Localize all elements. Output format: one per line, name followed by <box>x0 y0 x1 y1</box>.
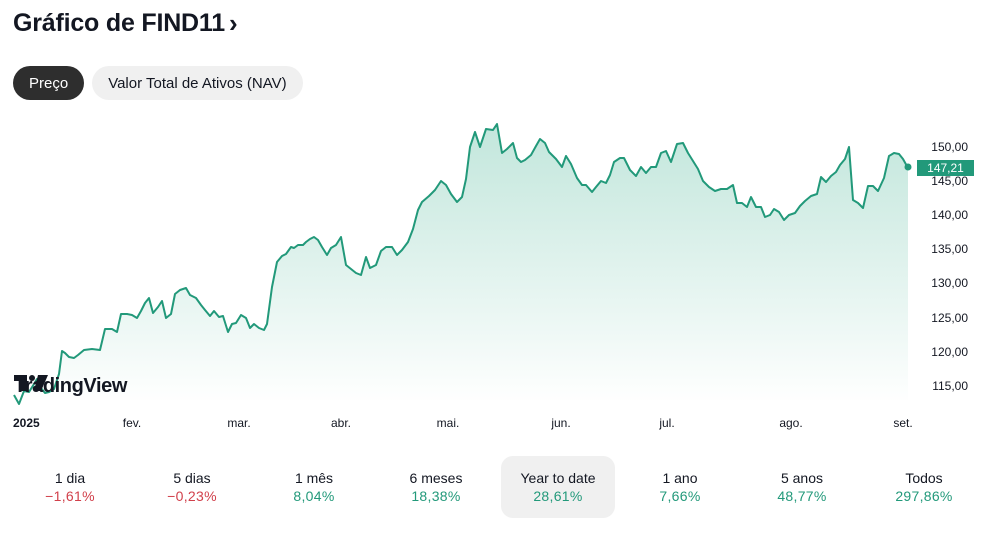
period-change: −1,61% <box>45 488 95 504</box>
x-tick-aug: ago. <box>779 416 803 430</box>
period-1-year[interactable]: 1 ano 7,66% <box>623 456 737 518</box>
chart-type-tabs: Preço Valor Total de Ativos (NAV) <box>13 66 303 100</box>
y-tick-150: 150,00 <box>931 140 968 154</box>
period-label: Todos <box>905 470 943 486</box>
x-tick-apr: abr. <box>330 416 352 430</box>
tradingview-logo-icon <box>14 375 48 391</box>
tradingview-logo[interactable]: TradingView <box>14 375 127 398</box>
page-title: Gráfico de FIND11 <box>13 9 225 37</box>
period-6-months[interactable]: 6 meses 18,38% <box>379 456 493 518</box>
period-label: 1 dia <box>54 470 86 486</box>
period-1-month[interactable]: 1 mês 8,04% <box>257 456 371 518</box>
period-5-years[interactable]: 5 anos 48,77% <box>745 456 859 518</box>
x-tick-jun: jun. <box>551 416 571 430</box>
x-tick-may: mai. <box>436 416 460 430</box>
period-selector: 1 dia −1,61% 5 dias −0,23% 1 mês 8,04% 6… <box>0 456 986 518</box>
tab-nav[interactable]: Valor Total de Ativos (NAV) <box>92 66 303 100</box>
price-area-fill <box>14 124 908 404</box>
period-label: 1 ano <box>662 470 698 486</box>
tab-price[interactable]: Preço <box>13 66 85 100</box>
period-label: 6 meses <box>409 470 463 486</box>
last-price-badge: 147,21 <box>917 160 974 176</box>
period-change: 297,86% <box>895 488 953 504</box>
period-1-day[interactable]: 1 dia −1,61% <box>13 456 127 518</box>
price-line <box>13 123 909 405</box>
period-change: 48,77% <box>777 488 827 504</box>
x-tick-sep: set. <box>893 416 913 430</box>
period-label: 5 anos <box>780 470 824 486</box>
period-all[interactable]: Todos 297,86% <box>867 456 981 518</box>
period-change: −0,23% <box>167 488 217 504</box>
y-tick-115: 115,00 <box>932 379 968 393</box>
y-tick-140: 140,00 <box>931 208 968 222</box>
period-change: 8,04% <box>293 488 335 504</box>
period-label: 1 mês <box>294 470 334 486</box>
y-tick-145: 145,00 <box>931 174 968 188</box>
x-tick-jul: jul. <box>659 416 675 430</box>
period-year-to-date[interactable]: Year to date 28,61% <box>501 456 615 518</box>
price-chart[interactable]: 150,00 145,00 140,00 135,00 130,00 125,0… <box>0 105 986 435</box>
y-tick-120: 120,00 <box>931 345 968 359</box>
period-label: Year to date <box>520 470 596 486</box>
period-label: 5 dias <box>173 470 211 486</box>
period-change: 28,61% <box>533 488 583 504</box>
y-tick-135: 135,00 <box>931 242 968 256</box>
last-price-dot <box>904 163 912 171</box>
x-tick-year: 2025 <box>13 416 40 430</box>
y-tick-130: 130,00 <box>931 276 968 290</box>
chevron-right-icon: › <box>228 8 238 38</box>
x-tick-feb: fev. <box>122 416 142 430</box>
chart-title-link[interactable]: Gráfico de FIND11 › <box>13 8 238 39</box>
period-change: 18,38% <box>411 488 461 504</box>
x-tick-mar: mar. <box>227 416 251 430</box>
period-5-days[interactable]: 5 dias −0,23% <box>135 456 249 518</box>
price-area-plot <box>13 123 912 405</box>
y-tick-125: 125,00 <box>931 311 968 325</box>
period-change: 7,66% <box>659 488 701 504</box>
